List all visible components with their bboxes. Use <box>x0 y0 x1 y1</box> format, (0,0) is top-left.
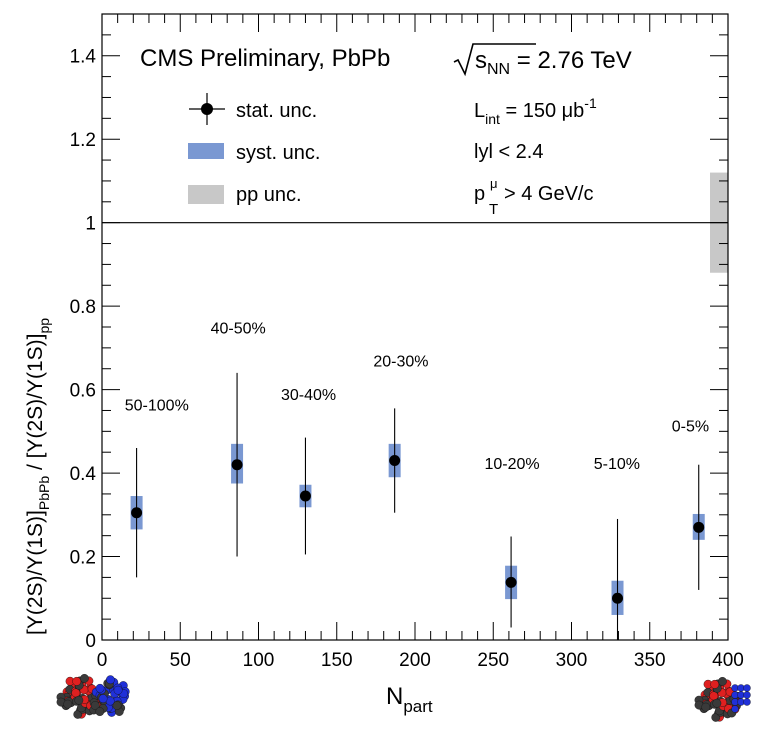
nucleon <box>718 676 727 686</box>
y-tick-label: 1 <box>85 214 96 235</box>
energy-label: sNN = 2.76 TeV <box>475 47 632 78</box>
y-tick-label: 1.4 <box>70 47 97 68</box>
y-axis: 0 0.2 0.4 0.6 0.8 1 1.2 1.4 <box>70 13 728 652</box>
centrality-label: 5-10% <box>594 456 640 473</box>
nucleon <box>72 676 82 686</box>
svg-text:μ: μ <box>490 176 498 191</box>
legend-pp-label: pp unc. <box>236 184 302 206</box>
sqrt-symbol <box>453 43 536 77</box>
y-axis-title: [Υ(2S)/Υ(1S)]PbPb / [Υ(2S)/Υ(1S)]pp <box>24 318 52 635</box>
nucleon <box>71 688 81 698</box>
data-point-layer <box>131 455 705 604</box>
legend-syst-swatch <box>188 143 224 159</box>
y-tick-label: 0.8 <box>70 297 96 318</box>
nucleon <box>113 685 123 695</box>
svg-text:> 4 GeV/c: > 4 GeV/c <box>504 183 594 205</box>
centrality-label: 40-50% <box>211 320 266 337</box>
nucleon <box>90 701 100 710</box>
svg-text:p: p <box>474 183 485 205</box>
x-tick-label: 0 <box>97 650 108 671</box>
nucleon <box>731 705 739 713</box>
pt-cut-label: p μ T > 4 GeV/c <box>474 176 594 218</box>
x-tick-label: 200 <box>399 650 431 671</box>
x-axis: 0 50 100 150 200 250 300 350 400 <box>97 14 744 671</box>
data-point <box>505 576 517 588</box>
x-tick-label: 100 <box>243 650 275 671</box>
nucleon <box>712 698 722 708</box>
luminosity-label: Lint = 150 μb-1 <box>474 95 597 127</box>
y-tick-label: 0 <box>85 631 96 652</box>
centrality-label: 20-30% <box>373 354 428 371</box>
x-tick-label: 400 <box>712 650 744 671</box>
data-point <box>231 459 243 471</box>
central-collision-image <box>694 676 751 722</box>
x-tick-label: 150 <box>321 650 353 671</box>
nucleon <box>74 695 84 705</box>
nucleon <box>63 699 73 709</box>
x-tick-label: 350 <box>634 650 666 671</box>
legend-pp-swatch <box>188 185 224 204</box>
x-axis-title: Npart <box>386 683 433 716</box>
data-point <box>612 592 624 604</box>
nucleon <box>710 679 720 689</box>
y-tick-label: 1.2 <box>70 130 96 151</box>
nucleon <box>98 694 108 704</box>
peripheral-collision-image <box>56 673 130 719</box>
legend-syst-label: syst. unc. <box>236 142 320 164</box>
x-tick-label: 250 <box>477 650 509 671</box>
y-tick-label: 0.2 <box>70 548 96 569</box>
chart-title: CMS Preliminary, PbPb <box>140 45 390 72</box>
legend-stat-marker <box>189 93 225 125</box>
y-tick-label: 0.4 <box>70 464 97 485</box>
data-point <box>693 521 705 533</box>
nucleon <box>709 691 719 701</box>
centrality-label: 30-40% <box>281 387 336 404</box>
svg-text:[Υ(2S)/Υ(1S)]PbPb / [Υ(2S)/Υ(1: [Υ(2S)/Υ(1S)]PbPb / [Υ(2S)/Υ(1S)]pp <box>24 318 52 635</box>
nucleon <box>80 673 89 683</box>
rapidity-label: lyl < 2.4 <box>474 141 543 163</box>
legend: stat. unc. syst. unc. pp unc. <box>188 93 320 206</box>
centrality-label: 10-20% <box>484 456 539 473</box>
nucleon <box>743 684 751 692</box>
nucleon <box>106 675 115 685</box>
nucleon <box>701 702 711 712</box>
data-point <box>389 455 401 467</box>
data-point <box>299 490 311 502</box>
legend-stat-label: stat. unc. <box>236 100 317 122</box>
nucleon <box>743 691 751 699</box>
nucleon <box>112 701 122 710</box>
data-point <box>131 507 143 519</box>
nucleon <box>95 707 105 717</box>
x-tick-label: 300 <box>556 650 588 671</box>
nucleon <box>95 683 105 693</box>
nucleon <box>743 698 751 706</box>
centrality-label: 0-5% <box>672 418 709 435</box>
centrality-label-layer: 50-100% 40-50% 30-40% 20-30% 10-20% 5-10% 0-5% <box>125 320 709 473</box>
svg-text:T: T <box>489 201 498 218</box>
centrality-label: 50-100% <box>125 397 189 414</box>
x-tick-label: 50 <box>170 650 191 671</box>
y-tick-label: 0.6 <box>70 381 96 402</box>
plot-frame <box>101 13 729 641</box>
